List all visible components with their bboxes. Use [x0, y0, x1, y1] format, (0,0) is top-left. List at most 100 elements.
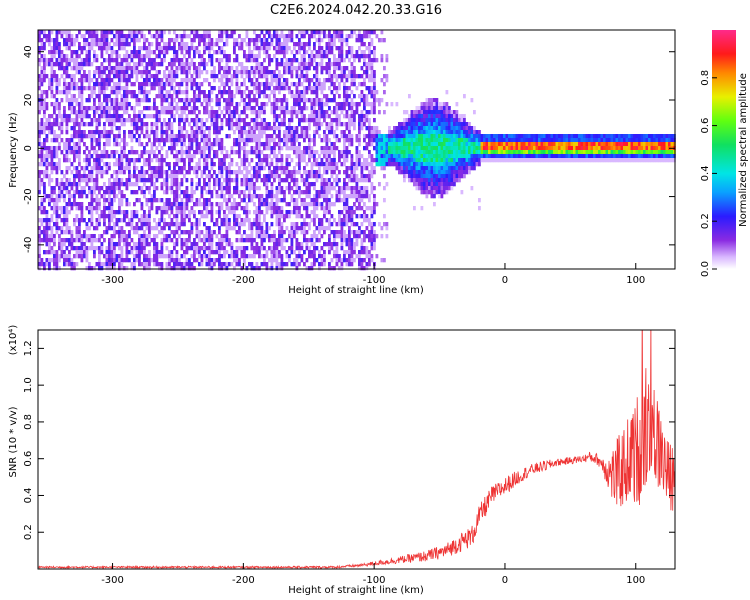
heatmap-cell	[340, 234, 344, 239]
heatmap-cell	[270, 174, 274, 179]
heatmap-cell	[188, 154, 191, 159]
heatmap-cell	[155, 134, 159, 139]
heatmap-cell	[300, 226, 304, 231]
heatmap-cell	[38, 262, 41, 267]
heatmap-cell	[163, 234, 166, 239]
heatmap-cell	[228, 106, 231, 111]
heatmap-cell	[248, 138, 251, 143]
heatmap-cell	[263, 34, 266, 39]
heatmap-cell	[70, 58, 74, 63]
heatmap-cell	[238, 214, 241, 219]
heatmap-cell	[260, 142, 264, 147]
heatmap-cell	[338, 66, 341, 71]
heatmap-cell	[270, 170, 274, 175]
heatmap-cell	[148, 178, 151, 183]
heatmap-cell	[190, 138, 194, 143]
heatmap-cell	[145, 90, 149, 95]
heatmap-cell	[110, 174, 114, 179]
heatmap-cell	[350, 90, 354, 95]
heatmap-cell	[270, 82, 274, 87]
heatmap-cell	[273, 46, 276, 51]
heatmap-cell	[145, 242, 149, 247]
heatmap-cell	[73, 42, 76, 47]
heatmap-cell	[270, 246, 274, 251]
heatmap-cell	[145, 142, 149, 147]
heatmap-cell	[195, 130, 199, 135]
heatmap-cell	[260, 162, 264, 167]
heatmap-cell	[135, 246, 139, 251]
heatmap-cell	[58, 142, 61, 147]
heatmap-cell	[88, 98, 91, 103]
heatmap-cell	[198, 198, 201, 203]
heatmap-cell	[173, 62, 176, 67]
heatmap-cell	[85, 122, 89, 127]
heatmap-cell	[223, 222, 226, 227]
heatmap-cell	[288, 110, 291, 115]
heatmap-cell	[135, 222, 139, 227]
heatmap-cell	[170, 202, 174, 207]
heatmap-cell	[43, 234, 46, 239]
heatmap-cell	[338, 194, 341, 199]
heatmap-cell	[85, 42, 89, 47]
heatmap-cell	[58, 198, 61, 203]
heatmap-cell	[350, 122, 354, 127]
heatmap-cell	[275, 222, 279, 227]
heatmap-cell	[330, 242, 334, 247]
heatmap-cell	[260, 150, 264, 155]
heatmap-cell	[103, 162, 106, 167]
heatmap-cell	[163, 30, 166, 35]
heatmap-cell	[90, 46, 94, 51]
heatmap-cell	[95, 30, 99, 35]
heatmap-cell	[305, 50, 309, 55]
heatmap-cell	[228, 90, 231, 95]
heatmap-cell	[68, 166, 71, 171]
heatmap-cell	[348, 58, 351, 63]
heatmap-cell	[43, 66, 46, 71]
heatmap-cell	[225, 30, 229, 35]
heatmap-cell	[53, 262, 56, 267]
heatmap-cell	[115, 142, 119, 147]
heatmap-cell	[50, 30, 54, 35]
heatmap-cell	[148, 70, 151, 75]
heatmap-cell	[125, 94, 129, 99]
heatmap-cell	[38, 106, 41, 111]
heatmap-cell	[50, 126, 54, 131]
heatmap-cell	[203, 58, 206, 63]
heatmap-cell	[73, 254, 76, 259]
heatmap-cell	[283, 86, 286, 91]
heatmap-cell	[120, 250, 124, 255]
heatmap-cell	[170, 134, 174, 139]
heatmap-cell	[275, 142, 279, 147]
heatmap-cell	[190, 146, 194, 151]
heatmap-cell	[200, 58, 204, 63]
heatmap-cell	[255, 162, 259, 167]
heatmap-cell	[315, 150, 319, 155]
heatmap-cell	[148, 62, 151, 67]
heatmap-cell	[263, 66, 266, 71]
heatmap-cell	[210, 98, 214, 103]
heatmap-cell	[335, 262, 339, 267]
heatmap-cell	[158, 218, 161, 223]
heatmap-cell	[193, 202, 196, 207]
heatmap-cell	[195, 174, 199, 179]
heatmap-cell	[123, 242, 126, 247]
heatmap-cell	[278, 82, 281, 87]
heatmap-cell	[258, 62, 261, 67]
heatmap-cell	[283, 178, 286, 183]
heatmap-cell	[273, 194, 276, 199]
heatmap-cell	[190, 210, 194, 215]
heatmap-cell	[358, 198, 361, 203]
heatmap-cell	[193, 258, 196, 263]
heatmap-cell	[50, 38, 54, 43]
heatmap-cell	[360, 74, 364, 79]
heatmap-cell	[305, 126, 309, 131]
heatmap-cell	[168, 74, 171, 79]
heatmap-cell	[103, 254, 106, 259]
heatmap-cell	[263, 146, 266, 151]
heatmap-cell	[88, 266, 91, 271]
heatmap-cell	[273, 54, 276, 59]
heatmap-cell	[360, 82, 364, 87]
heatmap-cell	[343, 218, 346, 223]
heatmap-cell	[43, 102, 46, 107]
heatmap-cell	[113, 122, 116, 127]
